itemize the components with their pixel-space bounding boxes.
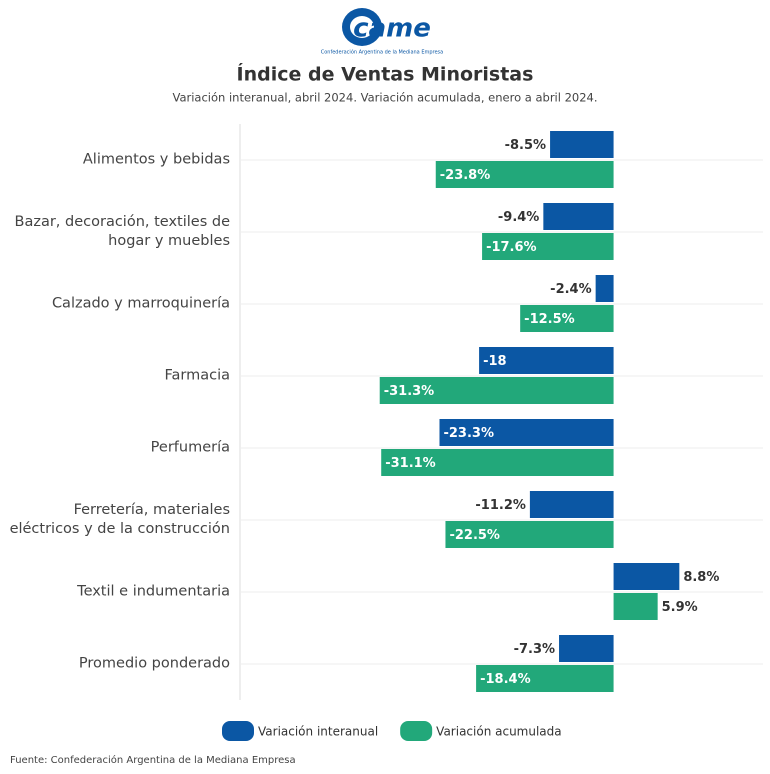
y-tick-label: Ferretería, materiales eléctricos y de l… — [9, 502, 230, 537]
value-label: -11.2% — [475, 498, 526, 513]
value-label: -18 — [483, 354, 507, 369]
bar — [559, 635, 614, 662]
value-label: -8.5% — [505, 138, 546, 153]
chart-title: Índice de Ventas Minoristas — [237, 63, 534, 86]
value-label: -22.5% — [449, 528, 500, 543]
value-label: 8.8% — [683, 570, 719, 585]
bar — [479, 347, 614, 374]
bar — [529, 491, 614, 518]
bar — [543, 203, 614, 230]
value-label: -18.4% — [480, 672, 531, 687]
bar — [439, 419, 614, 446]
value-label: -31.1% — [385, 456, 436, 471]
logo-mark — [350, 16, 374, 38]
value-label: -17.6% — [486, 240, 537, 255]
y-tick-label: Farmacia — [164, 367, 231, 384]
bar — [435, 161, 614, 188]
bar — [445, 521, 614, 548]
bar — [520, 305, 614, 332]
y-tick-label: Calzado y marroquinería — [51, 295, 230, 312]
value-label: -31.3% — [384, 384, 435, 399]
bar — [476, 665, 614, 692]
bar — [613, 563, 680, 590]
value-label: -23.3% — [443, 426, 494, 441]
bar — [613, 593, 658, 620]
value-label: -7.3% — [514, 642, 555, 657]
legend-label: Variación acumulada — [436, 725, 561, 739]
y-tick-label: Textil e indumentaria — [77, 583, 230, 600]
y-tick-label: Alimentos y bebidas — [82, 151, 230, 168]
bar — [379, 377, 614, 404]
legend-swatch — [400, 721, 433, 741]
bar — [595, 275, 614, 302]
y-tick-label: Bazar, decoración, textiles de hogar y m… — [14, 214, 231, 249]
logo: came — [353, 14, 431, 44]
y-tick-label: Perfumería — [150, 439, 230, 456]
bar — [381, 449, 614, 476]
y-tick-label: Promedio ponderado — [78, 655, 230, 672]
bar — [482, 233, 614, 260]
value-label: 5.9% — [662, 600, 698, 615]
value-label: -23.8% — [440, 168, 491, 183]
logo-caption: Confederación Argentina de la Mediana Em… — [321, 49, 443, 56]
value-label: -2.4% — [550, 282, 591, 297]
bar — [550, 131, 614, 158]
source: Fuente: Confederación Argentina de la Me… — [10, 754, 296, 766]
value-label: -12.5% — [524, 312, 575, 327]
legend-label: Variación interanual — [258, 725, 378, 739]
legend-swatch — [222, 721, 254, 741]
chart-subtitle: Variación interanual, abril 2024. Variac… — [172, 91, 597, 105]
value-label: -9.4% — [498, 210, 539, 225]
